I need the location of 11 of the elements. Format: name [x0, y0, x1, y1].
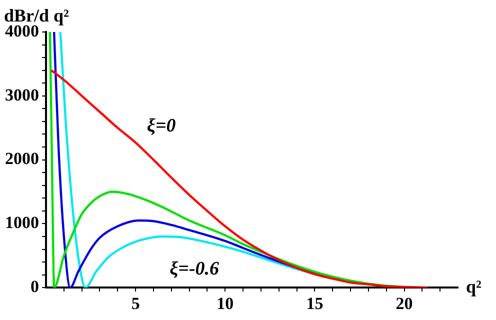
y-tick-label: 2000: [5, 149, 39, 168]
x-axis-title: q²: [466, 276, 482, 296]
annotation: ξ=-0.6: [170, 258, 220, 280]
y-tick-label: 0: [30, 276, 39, 296]
y-tick-label: 3000: [5, 85, 39, 104]
x-tick-label: 20: [396, 294, 413, 314]
x-tick-label: 5: [131, 294, 140, 314]
y-tick-label: 1000: [5, 213, 39, 232]
annotation: ξ=0: [146, 115, 176, 136]
x-tick-label: 10: [216, 294, 234, 314]
x-tick-label: 15: [306, 294, 324, 314]
